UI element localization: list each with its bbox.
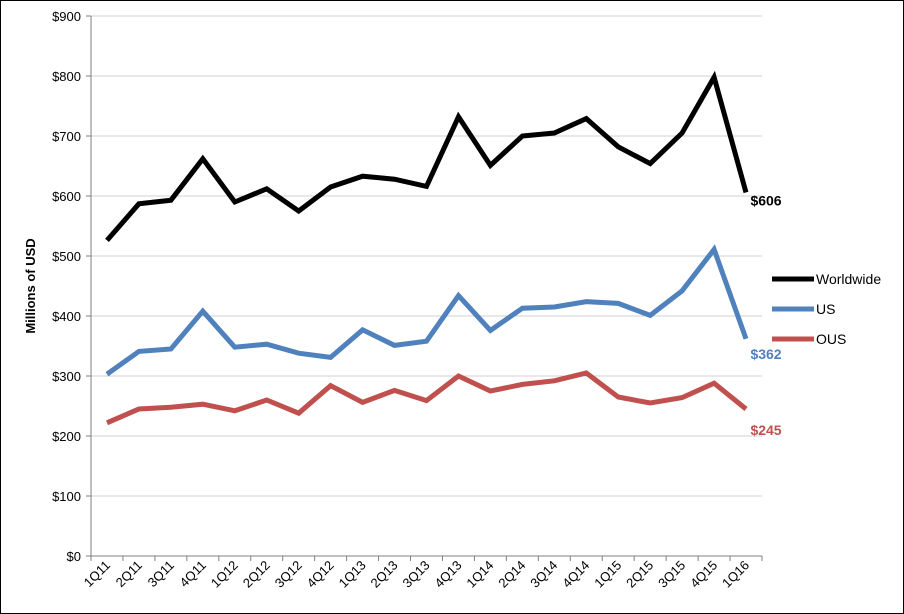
- x-tick-label: 3Q14: [527, 558, 560, 591]
- series-line-us: [105, 244, 749, 377]
- y-tick-label: $900: [52, 9, 81, 24]
- x-tick-label: 2Q14: [495, 558, 528, 591]
- y-tick-label: $800: [52, 69, 81, 84]
- x-tick-label: 1Q11: [81, 558, 113, 590]
- series-line-worldwide: [105, 70, 749, 243]
- y-tick-label: $0: [67, 549, 81, 564]
- y-tick-label: $700: [52, 129, 81, 144]
- x-tick-label: 3Q11: [145, 558, 177, 590]
- y-tick-label: $100: [52, 489, 81, 504]
- y-axis-label: Millions of USD: [23, 238, 38, 333]
- x-tick-label: 1Q12: [208, 558, 241, 591]
- series-line-ous: [106, 370, 748, 426]
- x-tick-label: 3Q13: [400, 558, 433, 591]
- y-tick-label: $300: [52, 369, 81, 384]
- x-tick-label: 1Q15: [591, 558, 624, 591]
- x-tick-label: 4Q11: [177, 558, 209, 590]
- end-value-label-ous: $245: [750, 422, 781, 438]
- axes: [86, 15, 763, 561]
- x-tick-label: 4Q14: [559, 558, 592, 591]
- x-tick-label: 4Q13: [431, 558, 464, 591]
- x-tick-label: 2Q12: [240, 558, 273, 591]
- y-tick-label: $400: [52, 309, 81, 324]
- x-tick-label: 1Q16: [719, 558, 752, 591]
- x-tick-label: 1Q13: [336, 558, 369, 591]
- x-tick-label: 4Q12: [304, 558, 337, 591]
- end-value-label-us: $362: [750, 346, 781, 362]
- end-value-labels: $606 $362 $245: [750, 192, 781, 438]
- series-lines: [105, 70, 749, 426]
- x-tick-label: 2Q15: [623, 558, 656, 591]
- y-axis-tick-labels: $0 $100 $200 $300 $400 $500 $600 $700 $800 $900: [52, 9, 81, 564]
- x-tick-label: 1Q14: [463, 558, 496, 591]
- x-axis-tick-labels: 1Q11 2Q11 3Q11 4Q111Q122Q123Q124Q121Q132Q13…: [81, 558, 752, 591]
- gridlines: [91, 15, 762, 497]
- x-tick-label: 3Q15: [655, 558, 688, 591]
- legend-label-worldwide: Worldwide: [816, 271, 881, 287]
- y-tick-label: $600: [52, 189, 81, 204]
- x-tick-label: 2Q13: [368, 558, 401, 591]
- legend: Worldwide US OUS: [772, 271, 881, 347]
- legend-label-us: US: [816, 301, 835, 317]
- end-value-label-worldwide: $606: [750, 192, 781, 208]
- x-tick-label: 2Q11: [113, 558, 145, 590]
- legend-label-ous: OUS: [816, 331, 846, 347]
- y-tick-label: $500: [52, 249, 81, 264]
- y-tick-label: $200: [52, 429, 81, 444]
- x-tick-label: 3Q12: [272, 558, 305, 591]
- x-tick-label: 4Q15: [687, 558, 720, 591]
